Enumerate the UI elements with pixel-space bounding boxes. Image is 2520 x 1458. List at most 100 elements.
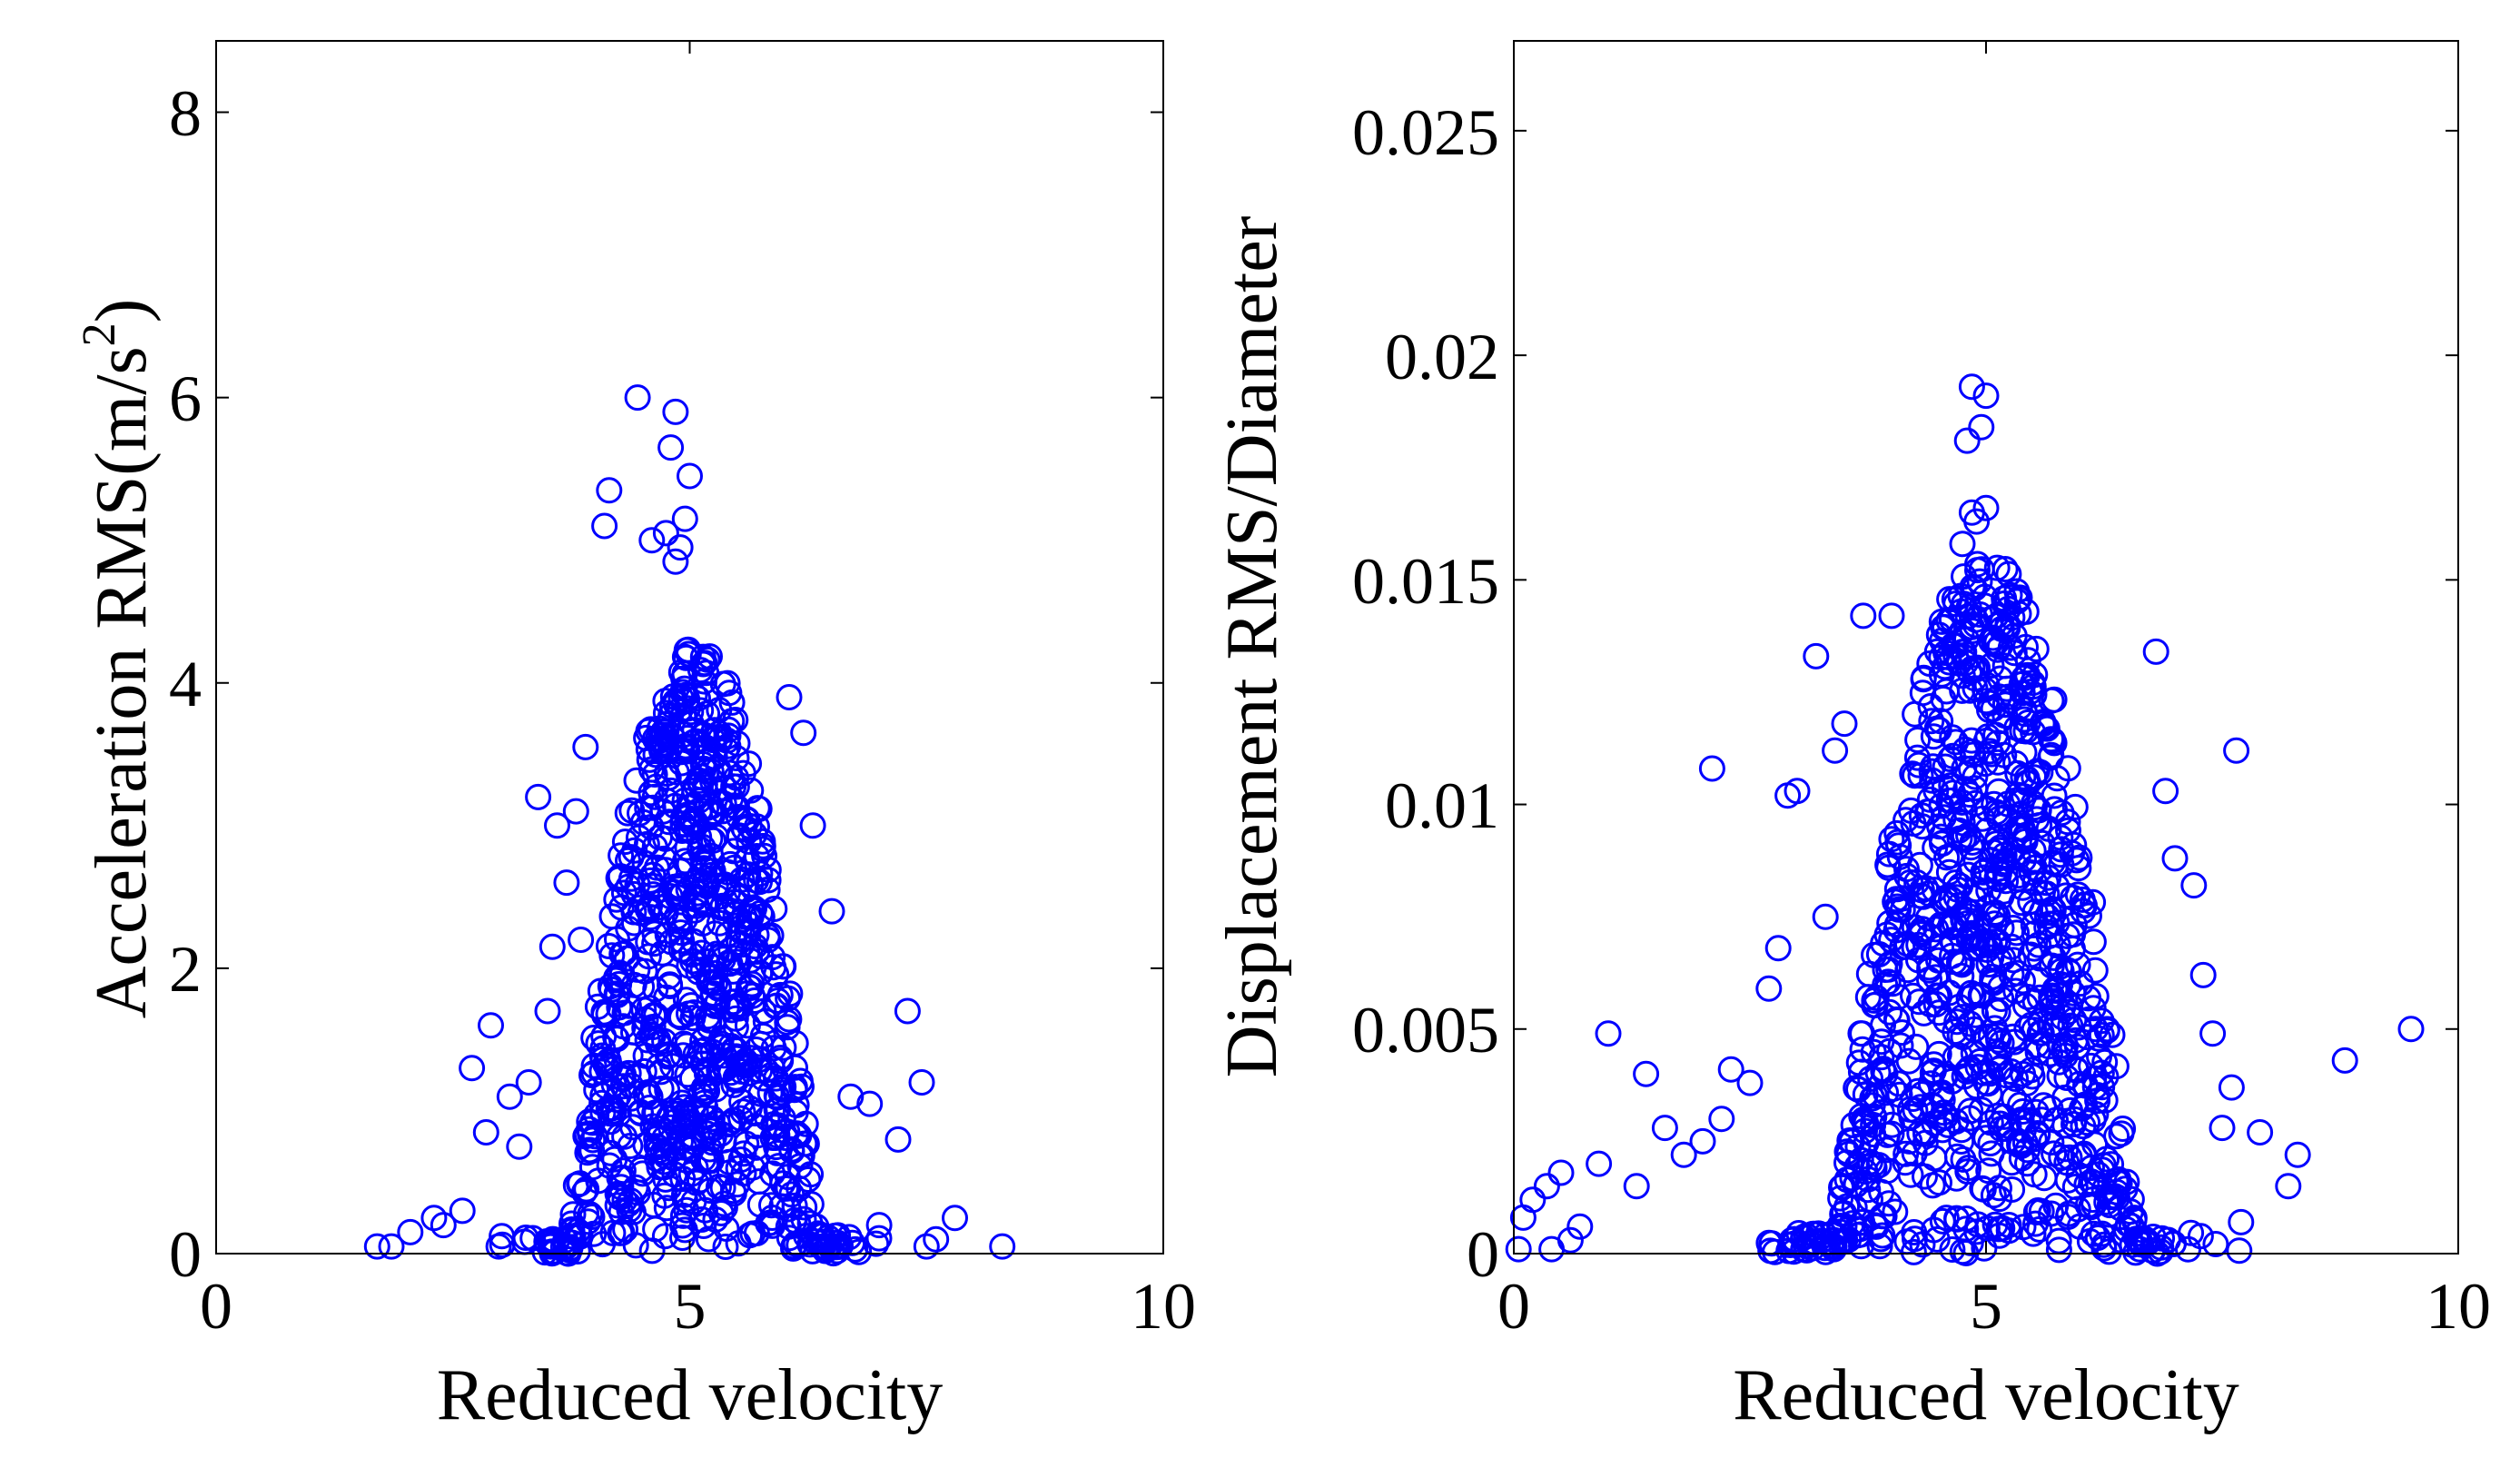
displacement-data-point (1956, 1055, 1983, 1082)
acceleration-data-point (608, 1198, 635, 1225)
displacement-data-point (1975, 1157, 2002, 1185)
displacement-data-point (1929, 1207, 1956, 1235)
displacement-data-point (1901, 1140, 1928, 1167)
displacement-data-point (1841, 1194, 1868, 1221)
displacement-data-point (1833, 1166, 1861, 1194)
displacement-ytick-label: 0 (1467, 1218, 1499, 1291)
acceleration-data-point (757, 922, 785, 949)
displacement-data-point (2189, 961, 2217, 988)
displacement-xtick-label: 0 (1497, 1270, 1530, 1343)
acceleration-data-point (657, 973, 684, 999)
acceleration-data-point (718, 689, 746, 716)
displacement-data-point (2041, 782, 2068, 809)
displacement-data-point (1918, 708, 1945, 735)
displacement-ytick-label: 0.01 (1385, 769, 1499, 842)
acceleration-data-point (786, 1175, 813, 1202)
acceleration-data-point (610, 879, 637, 907)
displacement-data-point (1822, 737, 1849, 764)
acceleration-data-point (638, 527, 666, 554)
displacement-data-point (1784, 778, 1811, 805)
acceleration-data-point (577, 1120, 604, 1147)
displacement-data-point (1854, 984, 1882, 1011)
displacement-data-point (1957, 1097, 1984, 1125)
displacement-data-point (2011, 828, 2039, 855)
displacement-data-point (1972, 382, 2000, 410)
acceleration-data-point (397, 1218, 424, 1245)
acceleration-data-point (706, 1056, 733, 1084)
displacement-ytick-label: 0.005 (1352, 994, 1499, 1066)
displacement-data-point (1951, 643, 1978, 670)
displacement-data-point (1907, 762, 1934, 789)
acceleration-data-point (631, 849, 658, 877)
acceleration-data-point (783, 1120, 810, 1147)
acceleration-data-point (580, 1052, 608, 1079)
displacement-data-point (2028, 1019, 2055, 1046)
acceleration-data-point (669, 1225, 696, 1251)
displacement-data-point (1972, 494, 2000, 521)
displacement-data-point (1968, 413, 1995, 441)
acceleration-data-point (564, 1238, 591, 1265)
acceleration-y-axis-label-sup: 2 (74, 322, 125, 346)
displacement-data-point (2046, 1062, 2073, 1089)
displacement-data-point (1955, 861, 1981, 888)
acceleration-data-point (729, 759, 756, 787)
displacement-data-point (1698, 755, 1725, 782)
displacement-data-point (1930, 614, 1957, 641)
acceleration-data-point (677, 818, 705, 845)
displacement-data-point (2018, 1056, 2044, 1084)
displacement-data-point (1799, 1221, 1826, 1247)
acceleration-data-point (472, 1119, 499, 1146)
displacement-data-point (2025, 797, 2052, 824)
displacement-data-point (2202, 1231, 2229, 1257)
displacement-data-point (1882, 1198, 1909, 1225)
acceleration-data-point (363, 1233, 390, 1260)
acceleration-data-point (620, 880, 647, 908)
acceleration-data-point (651, 1223, 678, 1250)
acceleration-data-point (637, 756, 665, 783)
displacement-data-point (1949, 1238, 1976, 1265)
displacement-data-point (2012, 598, 2040, 625)
displacement-data-point (2011, 739, 2038, 766)
acceleration-data-point (622, 1232, 649, 1259)
displacement-data-point (2038, 726, 2065, 753)
displacement-data-point (1956, 922, 1983, 949)
displacement-data-point (2199, 1020, 2227, 1047)
displacement-data-point (1833, 1138, 1861, 1165)
displacement-data-point (1519, 1186, 1547, 1214)
acceleration-data-point (746, 860, 774, 888)
acceleration-data-point (611, 1186, 638, 1214)
displacement-data-point (1994, 615, 2021, 641)
acceleration-data-point (539, 933, 566, 960)
acceleration-scatter-points (363, 384, 1016, 1267)
acceleration-data-point (604, 1180, 631, 1207)
displacement-data-point (1955, 821, 1981, 848)
displacement-data-point (1875, 1190, 1902, 1217)
displacement-scatter-points (1505, 373, 2425, 1267)
displacement-data-point (1963, 508, 1991, 535)
displacement-data-point (1987, 974, 2014, 1001)
acceleration-data-point (702, 1206, 729, 1233)
acceleration-data-point (687, 770, 714, 798)
acceleration-data-point (636, 746, 663, 773)
displacement-data-point (2063, 847, 2090, 874)
acceleration-data-point (700, 827, 726, 854)
displacement-data-point (1966, 601, 1993, 628)
displacement-data-point (1850, 602, 1877, 630)
acceleration-data-point (653, 1195, 680, 1222)
acceleration-data-point (723, 948, 750, 976)
displacement-data-point (1533, 1173, 1560, 1200)
acceleration-data-point (631, 957, 658, 985)
acceleration-data-point (506, 1133, 533, 1160)
displacement-data-point (1547, 1159, 1575, 1186)
displacement-data-point (2023, 806, 2051, 833)
displacement-data-point (2088, 1022, 2115, 1048)
displacement-data-point (1927, 708, 1954, 735)
displacement-data-point (1986, 805, 2013, 832)
displacement-data-point (1556, 1226, 1584, 1254)
acceleration-data-point (655, 764, 682, 791)
displacement-data-point (2084, 1087, 2111, 1115)
displacement-data-point (1595, 1020, 1622, 1047)
acceleration-data-point (689, 750, 716, 778)
displacement-data-point (1879, 970, 1906, 997)
displacement-data-point (2014, 1150, 2041, 1177)
